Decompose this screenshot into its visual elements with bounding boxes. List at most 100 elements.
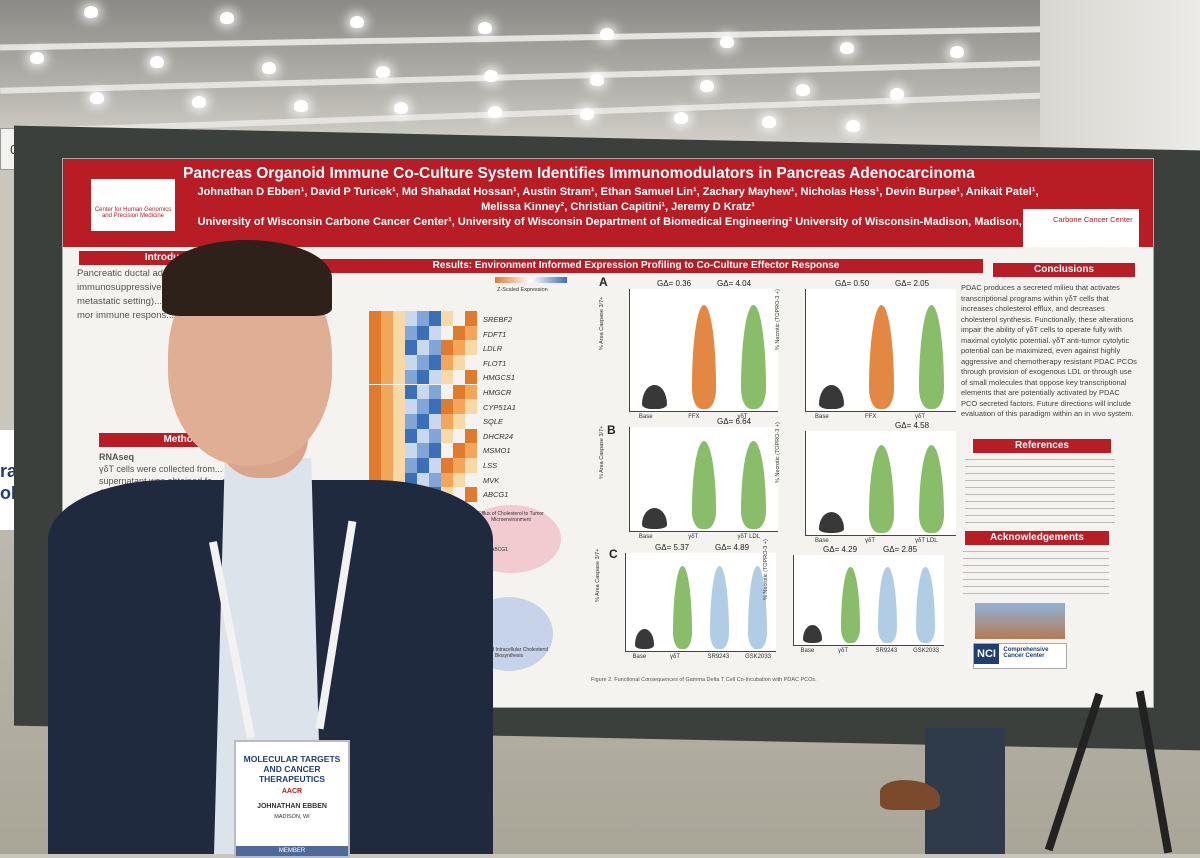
heatmap-cell bbox=[441, 311, 453, 326]
heatmap-cell bbox=[369, 458, 381, 473]
x-tick-label: γδT bbox=[670, 654, 681, 660]
biosynthesis-label: Decreased Intracellular Cholesterol Bios… bbox=[469, 647, 549, 659]
x-tick-label: SR9243 bbox=[707, 654, 730, 660]
effect-size-label: GΔ= 0.50 bbox=[835, 279, 870, 288]
heatmap-cell bbox=[369, 325, 381, 341]
heatmap-cell bbox=[417, 458, 429, 473]
heatmap-cell bbox=[465, 384, 477, 400]
heatmap-cell bbox=[417, 311, 429, 326]
heatmap-cell bbox=[381, 399, 393, 414]
heatmap-cell bbox=[465, 399, 477, 414]
research-poster: Center for Human Genomics and Precision … bbox=[62, 158, 1154, 708]
heatmap-cell bbox=[453, 428, 465, 444]
heatmap-cell bbox=[465, 443, 477, 458]
violin-panel bbox=[629, 427, 778, 532]
heatmap-cell bbox=[405, 399, 417, 414]
x-tick-label: Base bbox=[815, 414, 829, 420]
badge-name: JOHNATHAN EBBEN bbox=[257, 803, 327, 810]
violin bbox=[868, 444, 894, 533]
heatmap-cell bbox=[393, 428, 405, 444]
effect-size-label: GΔ= 6.64 bbox=[717, 417, 752, 426]
heatmap-cell bbox=[381, 311, 393, 326]
gene-label: ABCG1 bbox=[483, 490, 509, 500]
heatmap-cell bbox=[453, 369, 465, 385]
badge-city: MADISON, WI bbox=[274, 814, 310, 820]
heatmap-cell bbox=[453, 355, 465, 370]
gene-label: LDLR bbox=[483, 344, 503, 354]
violin bbox=[803, 625, 823, 643]
x-tick-label: γδT LDL bbox=[915, 538, 938, 544]
x-tick-label: γδT bbox=[915, 414, 926, 420]
heatmap-cell bbox=[441, 443, 453, 458]
violin bbox=[741, 305, 766, 409]
nci-mark: NCI bbox=[974, 644, 999, 664]
heatmap-cell bbox=[465, 472, 477, 488]
heatmap-cell bbox=[453, 340, 465, 356]
heatmap-cell bbox=[441, 458, 453, 473]
heatmap-cell bbox=[417, 355, 429, 370]
heatmap-cell bbox=[393, 443, 405, 458]
ceiling bbox=[0, 0, 1200, 150]
effect-size-label: GΔ= 2.85 bbox=[883, 545, 918, 554]
heatmap-cell bbox=[381, 413, 393, 429]
heatmap-cell bbox=[465, 369, 477, 385]
heatmap-cell bbox=[405, 443, 417, 458]
gene-label: CYP51A1 bbox=[483, 402, 516, 412]
acknowledgements-text bbox=[963, 547, 1109, 599]
background-person-legs bbox=[925, 728, 1005, 854]
heatmap-cell bbox=[393, 355, 405, 370]
effect-size-label: GΔ= 4.29 bbox=[823, 545, 858, 554]
y-axis-label: % Area Caspase 3/7+ bbox=[599, 296, 605, 350]
badge-member: MEMBER bbox=[236, 846, 348, 856]
violin bbox=[915, 566, 935, 643]
violin bbox=[635, 629, 655, 649]
efflux-label: Efflux of Cholesterol to Tumor Microenvi… bbox=[478, 511, 544, 523]
affiliations: University of Wisconsin Carbone Cancer C… bbox=[197, 216, 1039, 228]
heatmap-cell bbox=[369, 311, 381, 326]
violin bbox=[691, 440, 717, 529]
heatmap-cell bbox=[417, 369, 429, 385]
carbone-logo-right: Carbone Cancer Center bbox=[1023, 209, 1139, 247]
heatmap-cell bbox=[453, 311, 465, 326]
heatmap-cell bbox=[417, 325, 429, 341]
acknowledgements-header: Acknowledgements bbox=[965, 531, 1109, 545]
x-tick-label: Base bbox=[632, 654, 647, 660]
heatmap-cell bbox=[393, 458, 405, 473]
heatmap-cell bbox=[381, 340, 393, 356]
heatmap-cell bbox=[405, 325, 417, 341]
heatmap-cell bbox=[429, 369, 441, 385]
violin bbox=[741, 440, 766, 529]
violin-panel bbox=[793, 555, 944, 646]
x-tick-label: γδT LDL bbox=[737, 534, 761, 540]
y-axis-label: % Necrotic (TOPRO-3 +) bbox=[775, 289, 781, 350]
heatmap-cell bbox=[381, 443, 393, 458]
zscale-bar bbox=[495, 277, 567, 283]
heatmap-cell bbox=[405, 369, 417, 385]
heatmap-cell bbox=[393, 399, 405, 414]
heatmap-cell bbox=[453, 325, 465, 341]
heatmap-cell bbox=[465, 311, 477, 326]
x-tick-label: SR9243 bbox=[875, 648, 898, 654]
heatmap-cell bbox=[381, 428, 393, 444]
conclusions-text: PDAC produces a secreted milieu that act… bbox=[961, 283, 1137, 418]
methods-label: RNAseq bbox=[99, 452, 135, 462]
heatmap-cell bbox=[369, 443, 381, 458]
heatmap-cell bbox=[441, 355, 453, 370]
heatmap-cell bbox=[417, 413, 429, 429]
heatmap-cell bbox=[453, 472, 465, 488]
gene-label: HMGCR bbox=[483, 388, 512, 397]
heatmap-cell bbox=[369, 340, 381, 356]
heatmap-cell bbox=[417, 443, 429, 458]
violin bbox=[878, 566, 898, 643]
heatmap-cell bbox=[405, 311, 417, 326]
abcg1-label: ABCG1 bbox=[491, 547, 508, 553]
violin bbox=[672, 565, 692, 649]
gene-label: LSS bbox=[483, 461, 498, 470]
effect-size-label: GΔ= 5.37 bbox=[655, 543, 690, 552]
gene-label: HMGCS1 bbox=[483, 373, 516, 383]
heatmap-cell bbox=[405, 355, 417, 370]
heatmap-cell bbox=[405, 340, 417, 356]
violin bbox=[868, 305, 894, 409]
effect-size-label: GΔ= 0.36 bbox=[657, 279, 692, 288]
violin bbox=[818, 512, 844, 533]
